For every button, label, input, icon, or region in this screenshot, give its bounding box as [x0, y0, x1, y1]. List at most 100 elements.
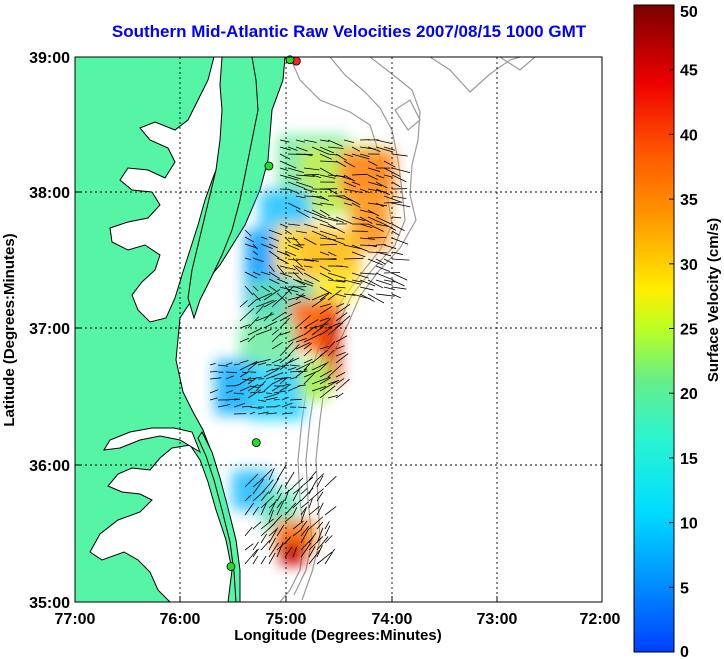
velocity-arrow	[244, 229, 252, 237]
velocity-arrow	[268, 527, 279, 544]
velocity-arrow	[287, 301, 301, 308]
velocity-arrow	[367, 209, 380, 217]
velocity-arrow	[244, 257, 251, 261]
velocity-arrow	[351, 272, 369, 279]
velocity-arrow	[271, 311, 286, 322]
velocity-arrow	[311, 146, 329, 155]
velocity-arrow	[359, 237, 375, 240]
velocity-arrow	[303, 209, 322, 218]
velocity-arrow	[391, 251, 403, 255]
velocity-arrow	[375, 181, 388, 189]
velocity-arrow	[319, 380, 338, 392]
velocity-arrow	[263, 392, 280, 399]
velocity-arrow	[273, 364, 286, 368]
velocity-arrow	[268, 229, 282, 236]
velocity-arrow	[335, 372, 346, 378]
colorbar-tick-label: 35	[680, 192, 698, 209]
velocity-arrow	[308, 505, 321, 516]
velocity-arrow	[279, 272, 293, 278]
velocity-arrow	[335, 378, 350, 392]
velocity-arrow	[244, 271, 258, 279]
velocity-arrow	[359, 216, 373, 224]
velocity-arrow	[247, 316, 260, 329]
velocity-arrow	[244, 543, 254, 551]
velocity-arrow	[335, 265, 349, 268]
velocity-arrow	[383, 279, 396, 283]
velocity-arrow	[327, 188, 338, 195]
velocity-arrow	[295, 181, 313, 188]
velocity-arrow	[319, 174, 336, 179]
velocity-arrow	[225, 390, 233, 394]
velocity-arrow	[268, 528, 278, 537]
velocity-arrow	[324, 535, 333, 544]
velocity-arrow	[319, 243, 337, 246]
velocity-arrow	[327, 322, 341, 329]
velocity-arrow	[343, 181, 357, 188]
velocity-arrow	[375, 139, 392, 144]
velocity-arrow	[335, 312, 348, 322]
velocity-arrow	[281, 383, 290, 387]
velocity-arrow	[303, 363, 311, 371]
velocity-arrow	[252, 271, 261, 276]
velocity-arrow	[233, 398, 241, 401]
velocity-arrow	[217, 404, 231, 408]
velocity-arrow	[209, 389, 219, 394]
velocity-arrow	[343, 174, 356, 182]
velocity-arrow	[300, 507, 307, 523]
velocity-arrow	[335, 153, 347, 161]
velocity-arrow	[311, 230, 328, 238]
velocity-arrow	[391, 195, 407, 200]
chesapeake-bay	[109, 57, 247, 323]
velocity-arrow	[316, 473, 325, 481]
velocity-arrow	[252, 548, 259, 558]
velocity-arrow	[311, 385, 327, 392]
velocity-arrow	[249, 391, 256, 394]
velocity-arrow	[367, 258, 383, 266]
velocity-arrow	[367, 174, 378, 180]
velocity-arrow	[316, 544, 323, 558]
velocity-arrow	[209, 362, 216, 366]
velocity-arrow	[295, 361, 314, 371]
velocity-arrow	[391, 279, 405, 287]
velocity-arrow	[391, 223, 405, 232]
velocity-arrow	[289, 398, 302, 401]
velocity-arrow	[327, 289, 342, 301]
velocity-arrow	[276, 500, 283, 509]
velocity-arrow	[271, 342, 283, 350]
velocity-arrow	[351, 279, 363, 283]
velocity-arrow	[295, 258, 315, 262]
velocity-arrow	[391, 174, 407, 183]
velocity-arrow	[284, 502, 297, 516]
colorbar	[633, 4, 675, 653]
velocity-arrow	[300, 528, 310, 544]
velocity-arrow	[359, 153, 370, 157]
outer-banks	[197, 431, 241, 602]
velocity-arrow	[343, 244, 362, 250]
radar-site-marker	[226, 562, 236, 571]
velocity-arrow	[327, 349, 335, 357]
velocity-arrow	[319, 345, 329, 350]
velocity-arrow	[289, 376, 298, 380]
velocity-arrow	[375, 279, 393, 286]
velocity-arrow	[327, 223, 346, 234]
velocity-arrow	[303, 333, 322, 343]
velocity-arrow	[260, 491, 270, 502]
velocity-arrow	[319, 230, 338, 237]
velocity-arrow	[247, 378, 256, 385]
velocity-arrow	[295, 293, 311, 301]
velocity-arrow	[335, 286, 346, 289]
velocity-arrow	[268, 285, 277, 292]
colorbar-tick-label: 45	[680, 63, 698, 80]
x-tick-label: 73:00	[477, 611, 518, 628]
velocity-arrow	[281, 376, 292, 380]
velocity-arrow	[375, 265, 391, 273]
velocity-arrow	[279, 139, 290, 143]
velocity-arrow	[217, 364, 228, 367]
velocity-arrow	[289, 370, 302, 373]
velocity-arrow	[268, 278, 280, 285]
velocity-arrow	[311, 209, 327, 218]
velocity-arrow	[279, 331, 291, 336]
y-tick-label: 37:00	[29, 321, 70, 338]
velocity-arrow	[247, 327, 263, 336]
velocity-arrow	[319, 265, 331, 272]
